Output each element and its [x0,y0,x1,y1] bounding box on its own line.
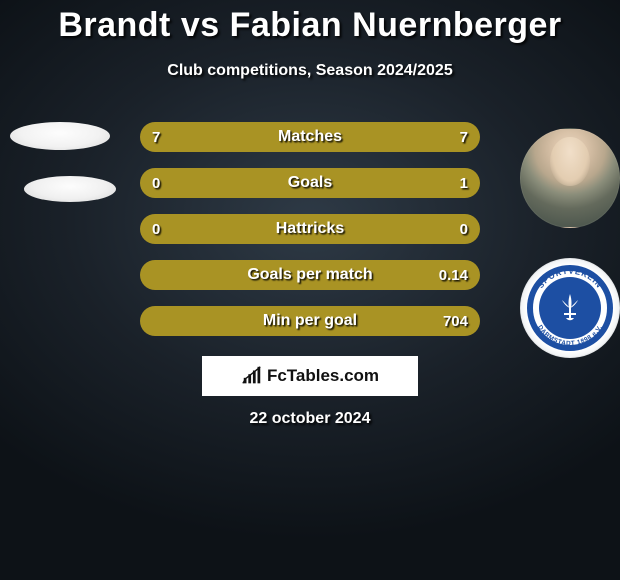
stat-label: Min per goal [140,312,480,330]
stat-value-right: 7 [460,129,468,146]
stat-value-right: 0.14 [439,267,468,284]
stat-label: Matches [140,128,480,146]
stat-label: Goals per match [140,266,480,284]
stat-value-left: 0 [152,221,160,238]
brand-banner: FcTables.com [202,356,418,396]
stat-value-left: 7 [152,129,160,146]
club-left-logo [24,176,116,202]
badge-top-text: SPORTVEREIN [536,267,604,290]
stat-label: Hattricks [140,220,480,238]
stat-label: Goals [140,174,480,192]
stat-value-left: 0 [152,175,160,192]
stat-row: Goals per match0.14 [140,260,480,290]
stat-bars: Matches77Goals01Hattricks00Goals per mat… [140,122,480,352]
chart-icon [241,365,263,387]
stat-row: Matches7 7 [140,122,480,152]
svg-text:DARMSTADT 1898 e.V.: DARMSTADT 1898 e.V. [536,324,604,347]
page-title: Brandt vs Fabian Nuernberger [0,6,620,45]
stat-row: Hattricks0 0 [140,214,480,244]
stat-value-right: 1 [460,175,468,192]
badge-bottom-text: DARMSTADT 1898 e.V. [536,324,604,347]
page-subtitle: Club competitions, Season 2024/2025 [0,62,620,80]
svg-text:SPORTVEREIN: SPORTVEREIN [536,267,604,290]
brand-label: FcTables.com [267,366,379,386]
stat-value-right: 0 [460,221,468,238]
stat-row: Min per goal704 [140,306,480,336]
player-right-photo [520,128,620,228]
stat-value-right: 704 [443,313,468,330]
date-label: 22 october 2024 [0,410,620,428]
badge-text: SPORTVEREIN DARMSTADT 1898 e.V. [521,259,619,357]
club-right-logo: SPORTVEREIN DARMSTADT 1898 e.V. [520,258,620,358]
player-left-photo [10,122,110,150]
stat-row: Goals0 1 [140,168,480,198]
